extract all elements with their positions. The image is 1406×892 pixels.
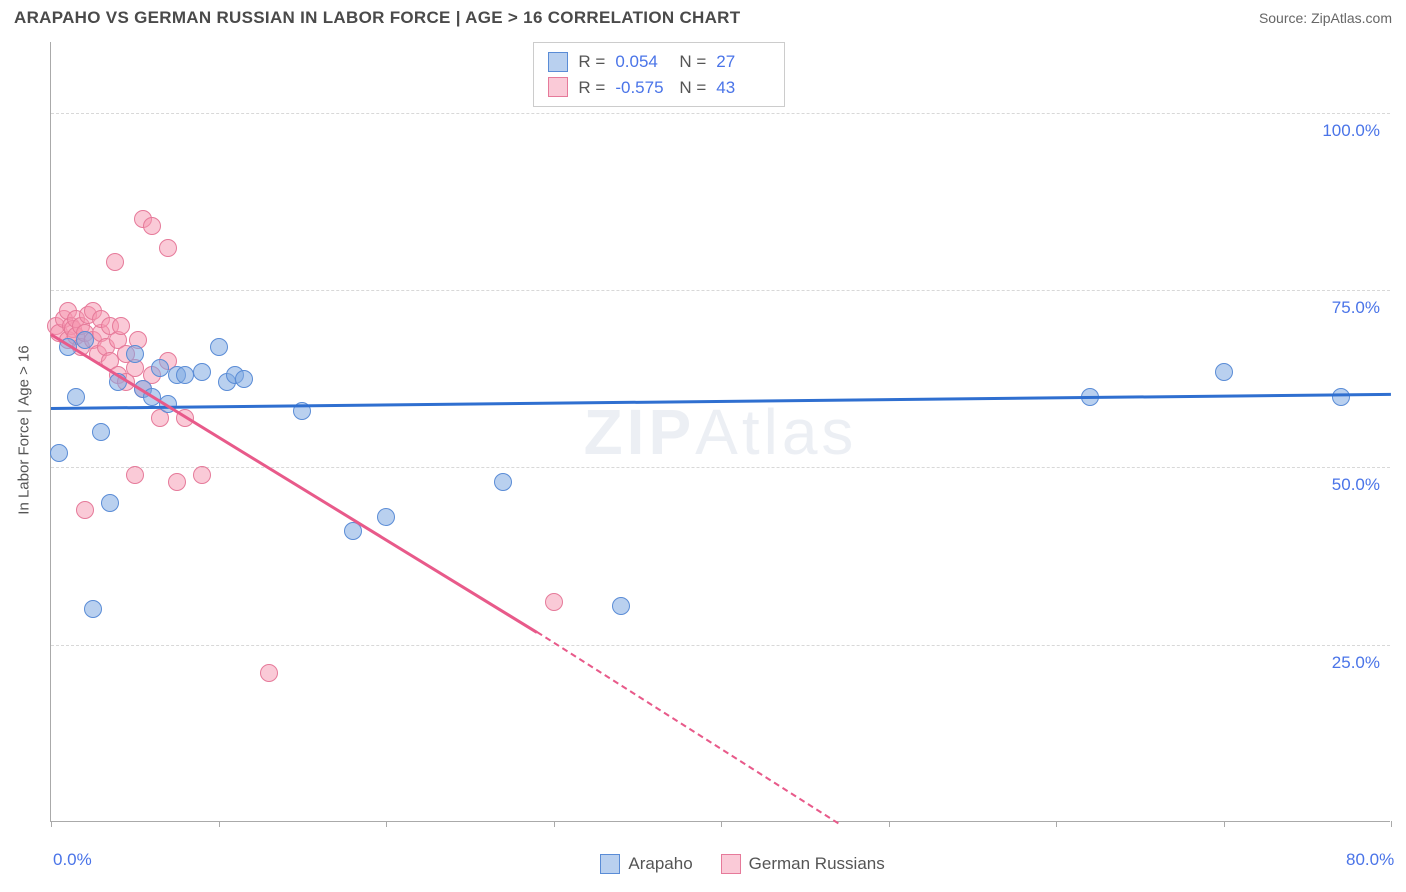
trendline xyxy=(50,333,537,633)
legend-swatch xyxy=(721,854,741,874)
y-tick-label: 25.0% xyxy=(1332,653,1380,673)
german-point xyxy=(126,466,144,484)
correlation-stats-box: R = 0.054 N = 27 R = -0.575 N = 43 xyxy=(533,42,785,107)
arapaho-point xyxy=(612,597,630,615)
arapaho-point xyxy=(494,473,512,491)
x-tick xyxy=(1056,821,1057,827)
arapaho-point xyxy=(1332,388,1350,406)
stats-row: R = 0.054 N = 27 xyxy=(548,49,770,75)
arapaho-point xyxy=(76,331,94,349)
arapaho-point xyxy=(1215,363,1233,381)
y-axis-label: In Labor Force | Age > 16 xyxy=(16,345,33,514)
german-point xyxy=(143,217,161,235)
arapaho-point xyxy=(377,508,395,526)
arapaho-point xyxy=(210,338,228,356)
legend-swatch xyxy=(600,854,620,874)
gridline xyxy=(51,467,1390,468)
arapaho-point xyxy=(193,363,211,381)
source-attribution: Source: ZipAtlas.com xyxy=(1259,10,1392,26)
legend-item: Arapaho xyxy=(600,854,692,874)
german-point xyxy=(168,473,186,491)
gridline xyxy=(51,113,1390,114)
arapaho-point xyxy=(151,359,169,377)
r-value: 0.054 xyxy=(615,49,669,75)
x-tick xyxy=(51,821,52,827)
x-tick xyxy=(721,821,722,827)
series-swatch xyxy=(548,77,568,97)
x-tick xyxy=(554,821,555,827)
arapaho-point xyxy=(235,370,253,388)
arapaho-point xyxy=(84,600,102,618)
watermark: ZIPAtlas xyxy=(584,395,858,469)
german-point xyxy=(193,466,211,484)
trendline xyxy=(51,393,1391,410)
german-point xyxy=(260,664,278,682)
german-point xyxy=(106,253,124,271)
r-label: R = xyxy=(578,75,605,101)
gridline xyxy=(51,645,1390,646)
y-tick-label: 75.0% xyxy=(1332,298,1380,318)
x-tick-label: 0.0% xyxy=(53,850,92,870)
r-label: R = xyxy=(578,49,605,75)
n-label: N = xyxy=(679,49,706,75)
trendline-extrapolated xyxy=(536,631,839,824)
series-legend: Arapaho German Russians xyxy=(600,854,884,874)
chart-container: ARAPAHO VS GERMAN RUSSIAN IN LABOR FORCE… xyxy=(0,0,1406,892)
r-value: -0.575 xyxy=(615,75,669,101)
arapaho-point xyxy=(176,366,194,384)
x-tick xyxy=(1224,821,1225,827)
arapaho-point xyxy=(50,444,68,462)
x-tick xyxy=(889,821,890,827)
legend-label: German Russians xyxy=(749,854,885,874)
n-value: 43 xyxy=(716,75,770,101)
x-tick xyxy=(219,821,220,827)
arapaho-point xyxy=(92,423,110,441)
chart-title: ARAPAHO VS GERMAN RUSSIAN IN LABOR FORCE… xyxy=(14,8,740,28)
y-tick-label: 100.0% xyxy=(1322,121,1380,141)
legend-label: Arapaho xyxy=(628,854,692,874)
legend-item: German Russians xyxy=(721,854,885,874)
y-tick-label: 50.0% xyxy=(1332,475,1380,495)
german-point xyxy=(76,501,94,519)
german-point xyxy=(159,239,177,257)
german-point xyxy=(112,317,130,335)
arapaho-point xyxy=(126,345,144,363)
stats-row: R = -0.575 N = 43 xyxy=(548,75,770,101)
n-value: 27 xyxy=(716,49,770,75)
german-point xyxy=(545,593,563,611)
arapaho-point xyxy=(67,388,85,406)
x-tick xyxy=(1391,821,1392,827)
arapaho-point xyxy=(101,494,119,512)
x-tick-label: 80.0% xyxy=(1346,850,1394,870)
header: ARAPAHO VS GERMAN RUSSIAN IN LABOR FORCE… xyxy=(0,0,1406,32)
gridline xyxy=(51,290,1390,291)
series-swatch xyxy=(548,52,568,72)
x-tick xyxy=(386,821,387,827)
plot-area: ZIPAtlas 25.0%50.0%75.0%100.0%0.0%80.0%R… xyxy=(50,42,1390,822)
n-label: N = xyxy=(679,75,706,101)
